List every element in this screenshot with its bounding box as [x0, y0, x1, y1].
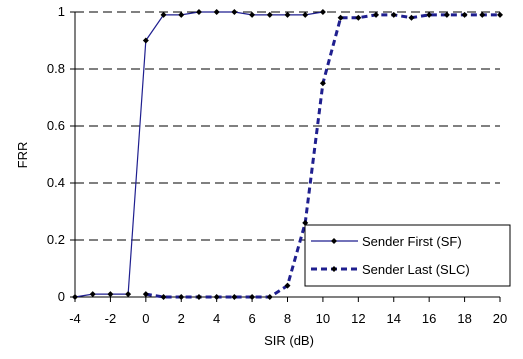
data-point	[373, 11, 380, 18]
data-point	[319, 9, 326, 15]
data-point	[443, 11, 450, 18]
data-point	[125, 291, 132, 298]
x-tick-label: 4	[213, 311, 220, 326]
x-tick-label: -4	[69, 311, 81, 326]
data-point	[284, 282, 291, 289]
y-tick-label: 0.4	[47, 175, 65, 190]
data-point	[213, 9, 220, 15]
x-axis-title: SIR (dB)	[264, 333, 314, 348]
data-point	[231, 294, 238, 300]
x-tick-label: 12	[351, 311, 365, 326]
data-point	[178, 294, 185, 300]
x-tick-label: 20	[493, 311, 507, 326]
data-point	[213, 294, 220, 300]
data-point	[107, 291, 114, 298]
y-tick-label: 1	[58, 4, 65, 19]
y-tick-label: 0.6	[47, 118, 65, 133]
x-tick-label: 0	[142, 311, 149, 326]
data-point	[497, 11, 503, 18]
data-point	[302, 219, 309, 226]
x-tick-label: 18	[457, 311, 471, 326]
data-point	[178, 11, 185, 18]
legend-marker	[331, 266, 337, 272]
y-tick-label: 0.8	[47, 61, 65, 76]
data-point	[142, 37, 149, 44]
series-line	[74, 11, 324, 298]
data-point	[355, 14, 362, 21]
data-point	[142, 291, 149, 298]
data-point	[302, 11, 309, 18]
data-point	[266, 11, 273, 18]
legend-marker	[331, 238, 337, 244]
legend: Sender First (SF) Sender Last (SLC)	[304, 224, 511, 287]
data-point	[72, 294, 78, 300]
data-point	[337, 14, 344, 21]
data-point	[461, 11, 468, 18]
data-point	[195, 294, 202, 300]
data-point	[284, 11, 291, 18]
x-tick-label: -2	[105, 311, 117, 326]
data-point	[390, 11, 397, 18]
data-point	[479, 11, 486, 18]
data-point	[426, 11, 433, 18]
x-tick-label: 6	[248, 311, 255, 326]
legend-item: Sender First (SF)	[311, 234, 462, 249]
data-point	[319, 80, 326, 87]
x-tick-label: 2	[178, 311, 185, 326]
y-tick-label: 0.2	[47, 232, 65, 247]
legend-box	[304, 224, 511, 287]
legend-item: Sender Last (SLC)	[311, 262, 470, 277]
x-tick-label: 8	[284, 311, 291, 326]
y-axis-title: FRR	[15, 142, 30, 169]
data-point	[249, 294, 256, 300]
data-point	[249, 11, 256, 18]
data-point	[89, 291, 96, 298]
x-tick-label: 10	[316, 311, 330, 326]
series-1	[72, 9, 326, 300]
y-tick-label: 0	[58, 289, 65, 304]
data-point	[408, 14, 415, 21]
legend-label: Sender Last (SLC)	[362, 262, 470, 277]
legend-label: Sender First (SF)	[362, 234, 462, 249]
data-point	[195, 9, 202, 15]
grid-lines	[75, 11, 500, 241]
data-point	[160, 294, 167, 300]
data-point	[266, 294, 273, 300]
data-point	[160, 11, 167, 18]
data-point	[231, 9, 238, 15]
x-tick-label: 16	[422, 311, 436, 326]
x-tick-label: 14	[387, 311, 401, 326]
tick-labels: 0 0.2 0.4 0.6 0.8 1 -4 -2 0 2 4 6 8 10 12 14 16 18 20	[47, 4, 507, 326]
series-layer	[72, 9, 503, 300]
series-2	[142, 11, 503, 300]
